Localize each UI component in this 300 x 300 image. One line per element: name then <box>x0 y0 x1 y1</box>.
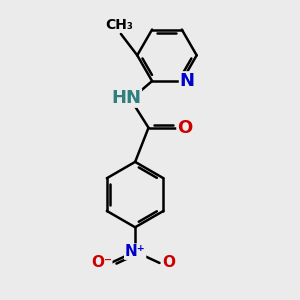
Text: O: O <box>162 255 175 270</box>
Text: CH₃: CH₃ <box>105 18 133 32</box>
Text: N⁺: N⁺ <box>125 244 146 259</box>
Text: O: O <box>177 119 192 137</box>
Text: HN: HN <box>111 89 141 107</box>
Text: N: N <box>180 72 195 90</box>
Text: O⁻: O⁻ <box>91 255 112 270</box>
